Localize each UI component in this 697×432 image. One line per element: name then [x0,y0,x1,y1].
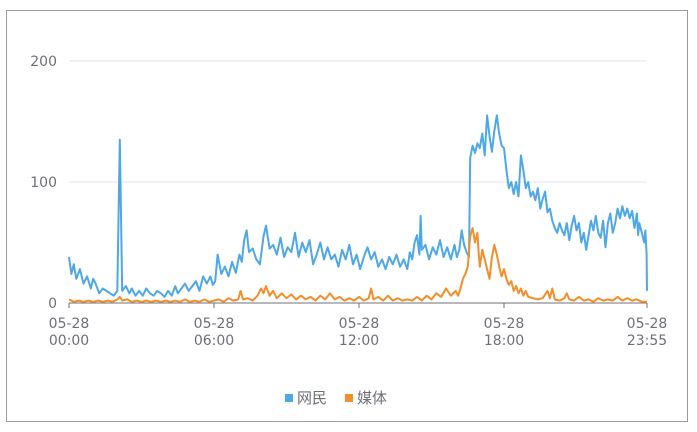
x-tick-label: 05-28 [49,316,90,332]
legend-item-media[interactable]: 媒体 [345,389,387,407]
x-tick-label: 06:00 [194,333,234,349]
chart-panel: 0 100 200 05-28 00:00 05-28 06:00 05-28 12:00 05-… [6,10,688,422]
y-tick-label: 0 [48,296,57,312]
x-tick-label: 05-28 [339,316,380,332]
x-tick-label: 05-28 [484,316,525,332]
x-tick-label: 18:00 [484,333,524,349]
line-chart: 010020005-2800:0005-2806:0005-2812:0005-… [30,54,668,407]
x-tick-label: 05-28 [194,316,235,332]
legend-swatch [285,394,293,402]
legend-swatch [345,394,353,402]
legend-label: 网民 [297,389,327,407]
x-tick-label: 05-28 [627,316,668,332]
series-line-netizens [68,114,648,298]
legend-label: 媒体 [357,389,387,407]
x-tick-label: 12:00 [339,333,379,349]
series-line-media [68,227,647,303]
y-tick-label: 100 [30,175,57,191]
x-tick-label: 00:00 [49,333,89,349]
y-tick-label: 200 [30,54,57,70]
legend-item-netizens[interactable]: 网民 [285,389,327,407]
x-tick-label: 23:55 [627,333,667,349]
